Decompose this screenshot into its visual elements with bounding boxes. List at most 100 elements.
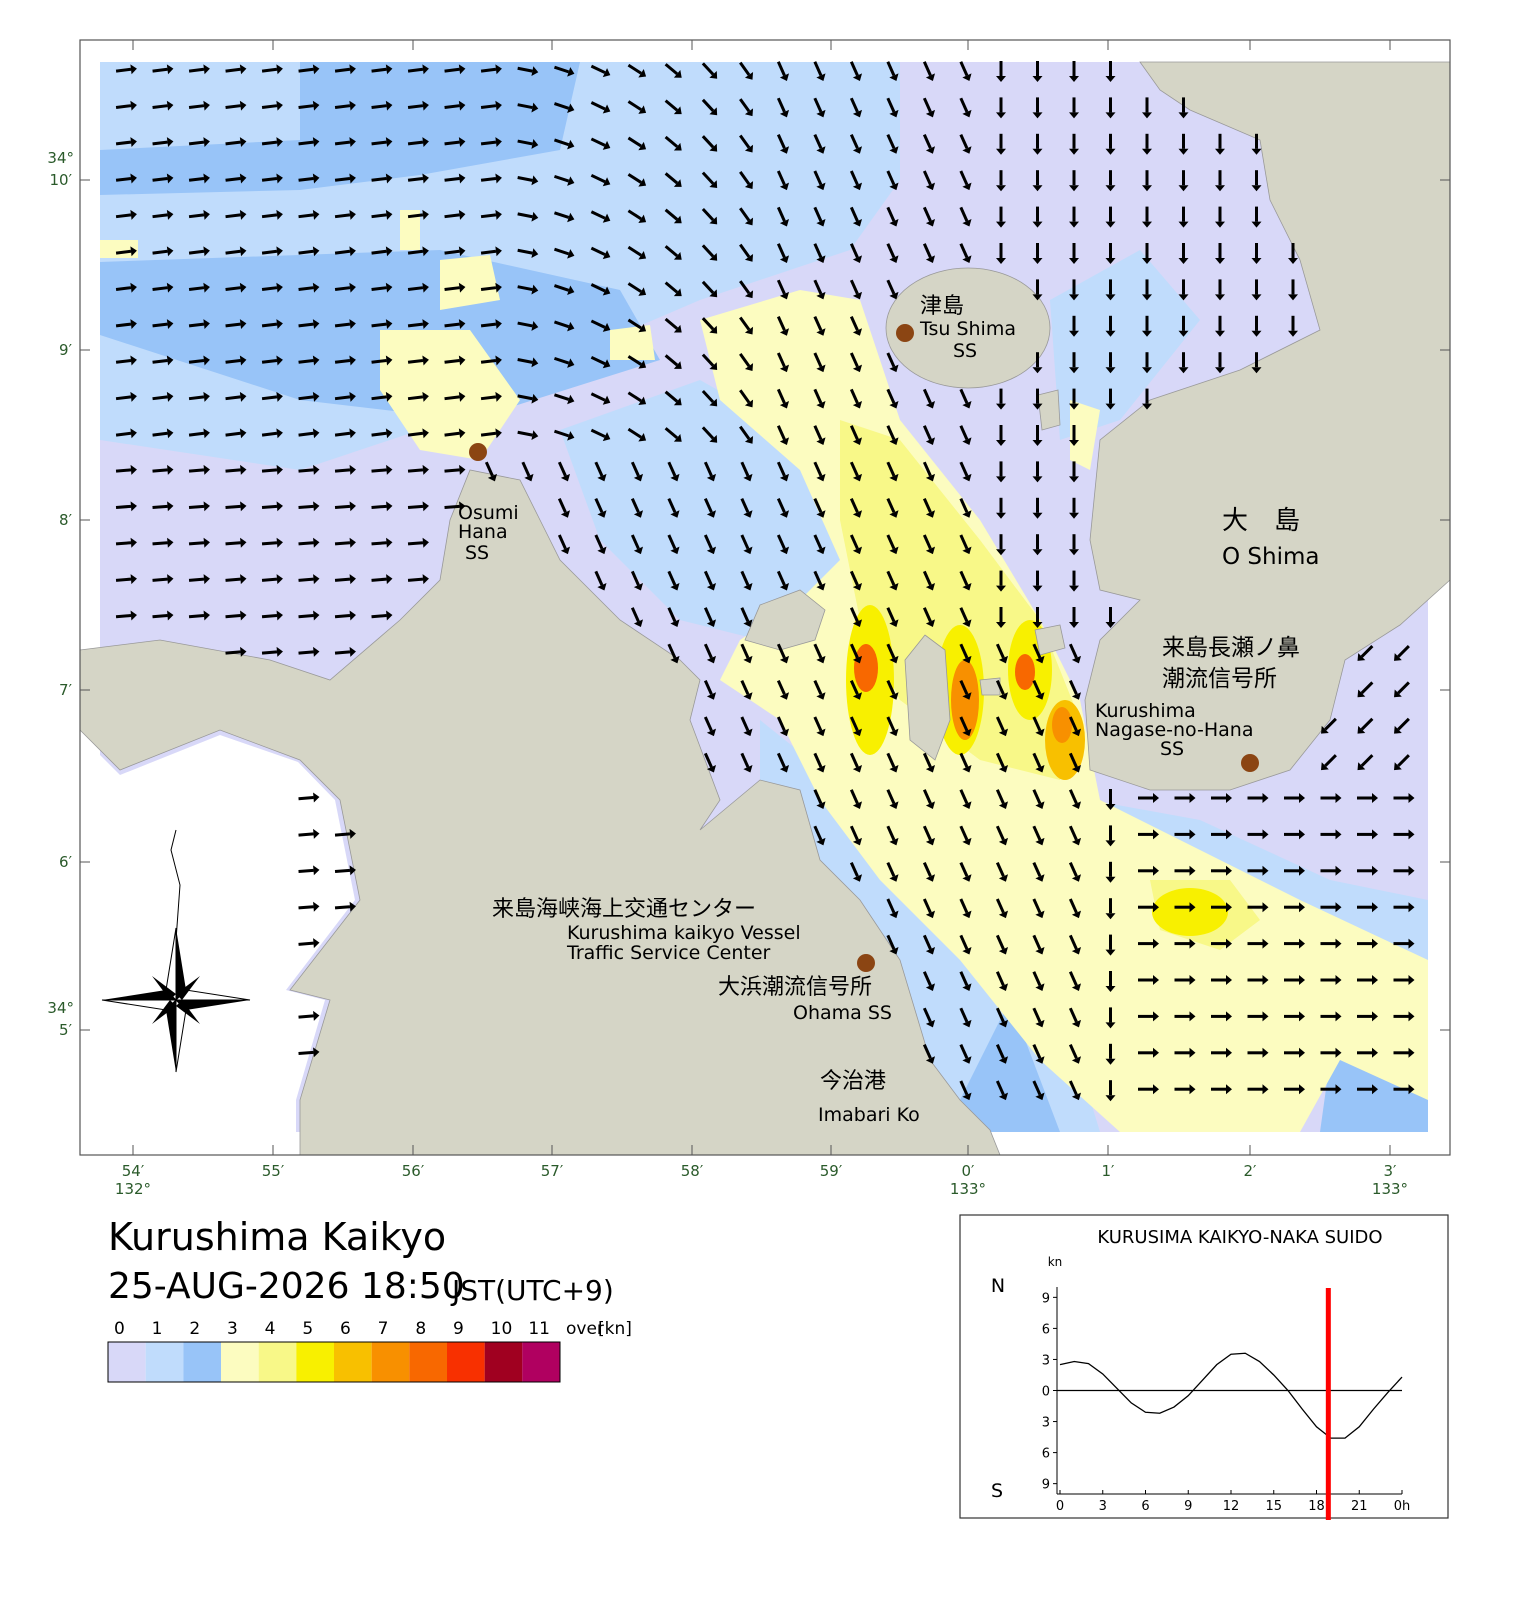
arrow-head bbox=[996, 476, 1006, 483]
arrow-shaft bbox=[664, 427, 679, 440]
arrow-head bbox=[1069, 185, 1079, 192]
arrow-head bbox=[962, 583, 972, 591]
arrow-head bbox=[889, 364, 899, 373]
arrow-head bbox=[962, 473, 972, 482]
arrow-shaft bbox=[776, 170, 786, 186]
arrow-shaft bbox=[407, 104, 424, 109]
arrow-shaft bbox=[188, 249, 205, 255]
arrow-shaft bbox=[995, 1080, 1005, 1096]
arrow-shaft bbox=[959, 170, 969, 186]
arrow-head bbox=[1299, 1047, 1305, 1058]
arrow-head bbox=[349, 209, 356, 220]
arrow-shaft bbox=[995, 679, 1005, 695]
arrow-head bbox=[203, 574, 210, 585]
arrow-shaft bbox=[407, 431, 424, 437]
arrow-head bbox=[1178, 185, 1189, 192]
arrow-head bbox=[458, 137, 466, 148]
arrow-head bbox=[1069, 148, 1079, 155]
arrow-head bbox=[925, 1056, 936, 1064]
arrow-head bbox=[673, 361, 682, 369]
arrow-shaft bbox=[225, 322, 241, 328]
arrow-head bbox=[1394, 762, 1402, 771]
arrow-head bbox=[638, 141, 647, 151]
arrow-head bbox=[1372, 975, 1378, 985]
arrow-shaft bbox=[407, 577, 424, 582]
arrow-shaft bbox=[1068, 898, 1078, 914]
legend-label: 2 bbox=[189, 1319, 200, 1339]
arrow-head bbox=[962, 728, 972, 737]
arrow-head bbox=[385, 137, 393, 148]
arrow-shaft bbox=[553, 320, 570, 329]
arrow-head bbox=[239, 173, 247, 184]
arrow-head bbox=[852, 73, 863, 81]
arrow-head bbox=[816, 510, 826, 518]
legend-swatch bbox=[334, 1342, 372, 1382]
arrow-head bbox=[602, 250, 611, 260]
arrow-head bbox=[816, 837, 826, 846]
arrow-head bbox=[852, 692, 863, 700]
arrow-shaft bbox=[1324, 717, 1337, 731]
arrow-head bbox=[240, 610, 247, 621]
arrow-shaft bbox=[444, 104, 460, 109]
arrow-shaft bbox=[776, 570, 786, 586]
arrow-head bbox=[638, 433, 647, 442]
arrow-shaft bbox=[298, 905, 314, 910]
lat-degree-label: 34° bbox=[47, 149, 74, 167]
arrow-shaft bbox=[484, 461, 494, 477]
arrow-shaft bbox=[627, 282, 642, 293]
place-label: SS bbox=[1160, 738, 1184, 760]
arrow-head bbox=[925, 765, 936, 773]
arrow-head bbox=[386, 464, 393, 475]
arrow-shaft bbox=[334, 868, 351, 874]
arrow-shaft bbox=[594, 461, 604, 477]
arrow-head bbox=[531, 66, 539, 77]
current-map: 津島 Tsu Shima SS Osumi Hana SS 大 島 O Shim… bbox=[47, 39, 1451, 1198]
arrow-head bbox=[495, 319, 502, 330]
arrow-head bbox=[276, 64, 283, 75]
arrow-head bbox=[1178, 258, 1189, 264]
arrow-shaft bbox=[517, 103, 533, 110]
arrow-shaft bbox=[959, 679, 969, 695]
arrow-shaft bbox=[225, 650, 241, 655]
lon-degree-label: 133° bbox=[1372, 1180, 1408, 1198]
lat-label: 9′ bbox=[59, 341, 73, 359]
arrow-shaft bbox=[188, 431, 205, 437]
arrow-head bbox=[744, 108, 754, 117]
arrow-head bbox=[852, 219, 863, 227]
arrow-head bbox=[962, 146, 972, 154]
arrow-shaft bbox=[886, 61, 896, 77]
place-label: Traffic Service Center bbox=[566, 942, 771, 964]
x-tick-label: 3 bbox=[1099, 1499, 1107, 1514]
arrow-shaft bbox=[959, 643, 969, 659]
arrow-shaft bbox=[553, 356, 570, 365]
arrow-head bbox=[1251, 221, 1262, 228]
arrow-head bbox=[130, 501, 137, 512]
arrow-head bbox=[925, 619, 936, 627]
arrow-head bbox=[313, 865, 320, 876]
arrow-head bbox=[203, 209, 210, 220]
arrow-shaft bbox=[298, 941, 314, 946]
inset-frame bbox=[959, 1214, 1449, 1519]
arrow-head bbox=[816, 255, 826, 263]
lon-degree-label: 132° bbox=[115, 1180, 151, 1198]
arrow-head bbox=[1142, 221, 1152, 228]
arrow-head bbox=[1357, 653, 1366, 661]
arrow-head bbox=[779, 692, 790, 700]
arrow-head bbox=[1226, 938, 1232, 949]
arrow-head bbox=[203, 355, 210, 366]
arrow-shaft bbox=[261, 104, 278, 109]
arrow-shaft bbox=[922, 861, 932, 877]
arrow-head bbox=[962, 1092, 972, 1101]
arrow-head bbox=[422, 501, 429, 512]
arrow-head bbox=[962, 1019, 972, 1028]
arrow-head bbox=[1394, 653, 1402, 661]
arrow-shaft bbox=[886, 133, 896, 149]
arrow-head bbox=[1299, 902, 1305, 913]
arrow-shaft bbox=[152, 249, 168, 255]
arrow-head bbox=[130, 282, 137, 293]
arrow-head bbox=[313, 464, 320, 475]
arrow-shaft bbox=[298, 322, 314, 328]
arrow-shaft bbox=[188, 395, 205, 401]
arrow-head bbox=[1142, 148, 1152, 155]
arrow-head bbox=[239, 282, 247, 293]
